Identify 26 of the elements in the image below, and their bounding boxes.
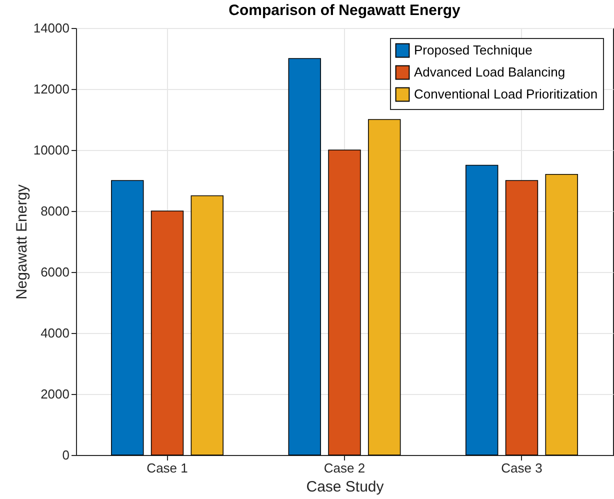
y-tick-label: 6000 bbox=[40, 264, 70, 280]
bar bbox=[368, 119, 401, 456]
bar bbox=[288, 58, 321, 456]
chart-title: Comparison of Negawatt Energy bbox=[228, 2, 462, 19]
y-axis-title: Negawatt Energy bbox=[13, 184, 30, 300]
x-tick-label: Case 3 bbox=[501, 460, 542, 476]
legend-label: Conventional Load Prioritization bbox=[414, 86, 598, 102]
y-tick-label: 4000 bbox=[40, 326, 70, 340]
y-tick-label: 0 bbox=[62, 448, 70, 462]
bar bbox=[150, 210, 184, 456]
legend-label: Proposed Technique bbox=[414, 42, 532, 58]
y-tick-label: 12000 bbox=[33, 82, 70, 96]
bar bbox=[328, 150, 361, 456]
bar bbox=[545, 174, 578, 456]
y-tick-label: 2000 bbox=[40, 386, 70, 402]
y-tick-label: 14000 bbox=[33, 20, 70, 36]
legend-label: Advanced Load Balancing bbox=[414, 64, 566, 80]
bar bbox=[111, 180, 144, 456]
x-tick-label: Case 1 bbox=[146, 460, 188, 476]
y-tick-label: 8000 bbox=[40, 204, 70, 218]
y-tick-label: 10000 bbox=[33, 142, 70, 158]
bar bbox=[505, 180, 538, 456]
bar bbox=[190, 195, 224, 456]
bar bbox=[466, 164, 498, 456]
x-axis-title: Case Study bbox=[306, 478, 384, 496]
x-tick-label: Case 2 bbox=[324, 460, 366, 476]
